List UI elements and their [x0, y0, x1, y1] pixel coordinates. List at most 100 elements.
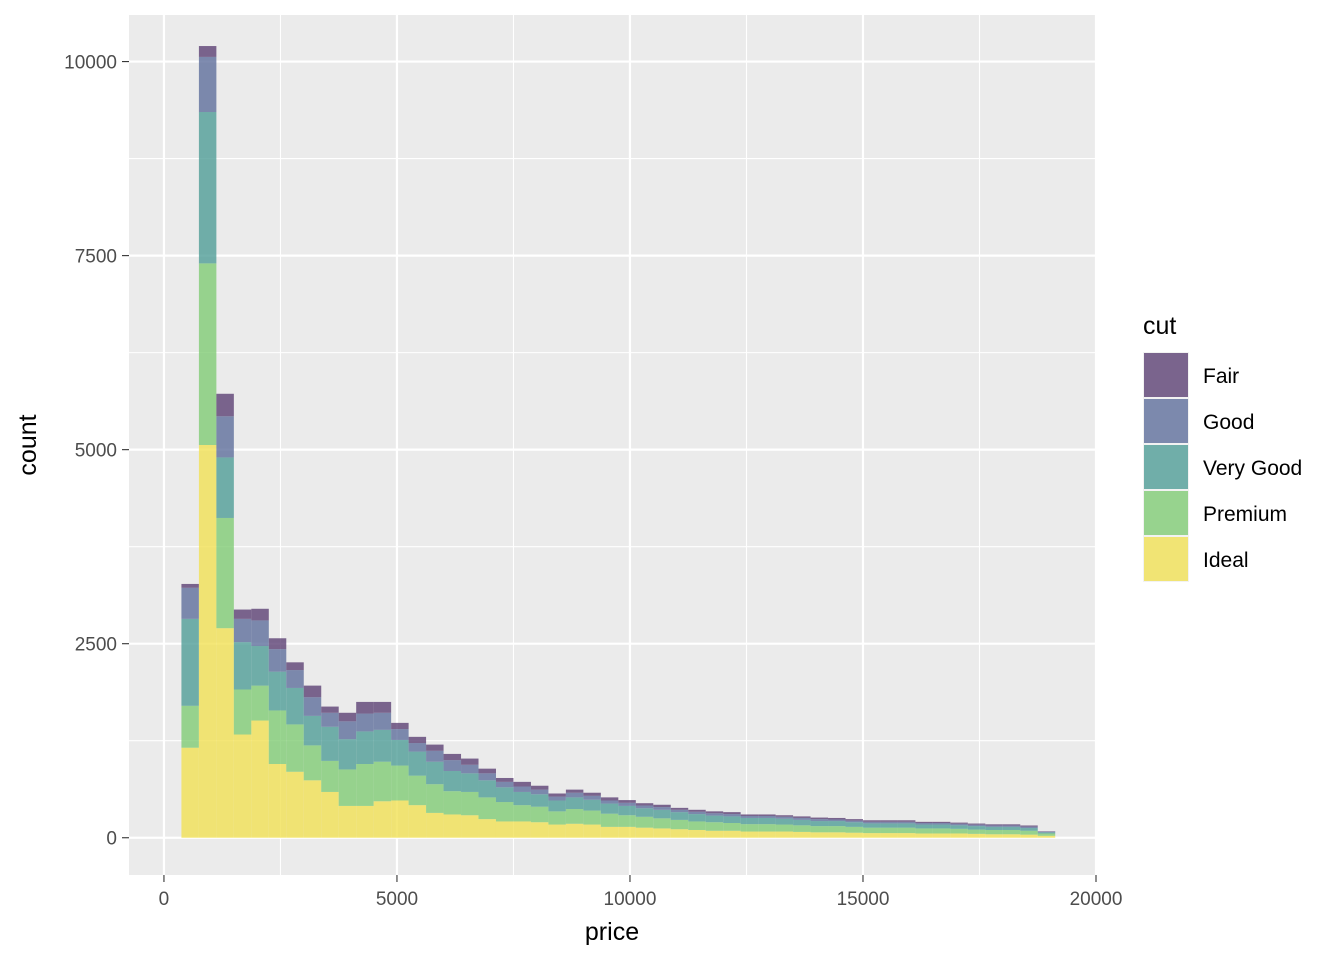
- histogram-bar-good: [600, 800, 619, 804]
- histogram-bar-ideal: [950, 833, 968, 838]
- histogram-bar-fair: [426, 744, 444, 751]
- histogram-bar-fair: [653, 804, 671, 808]
- histogram-bar-ideal: [810, 832, 829, 838]
- histogram-bar-very-good: [775, 818, 794, 825]
- histogram-bar-good: [548, 796, 566, 801]
- histogram-bar-very-good: [583, 799, 601, 811]
- histogram-bar-ideal: [461, 815, 479, 838]
- histogram-bar-very-good: [915, 824, 933, 829]
- histogram-bar-premium: [216, 517, 234, 629]
- histogram-bar-premium: [268, 710, 287, 765]
- histogram-bar-premium: [880, 827, 898, 834]
- histogram-bar-ideal: [740, 831, 759, 838]
- histogram-bar-fair: [670, 807, 689, 810]
- histogram-bar-ideal: [670, 829, 689, 838]
- histogram-bar-good: [618, 802, 636, 806]
- histogram-bar-ideal: [391, 800, 409, 838]
- legend-label-ideal: Ideal: [1203, 549, 1249, 572]
- histogram-bar-fair: [303, 685, 322, 698]
- histogram-bar-very-good: [181, 618, 199, 706]
- histogram-bar-premium: [251, 685, 269, 721]
- histogram-bar-good: [478, 773, 496, 781]
- histogram-bar-fair: [443, 753, 462, 761]
- histogram-bar-fair: [775, 815, 794, 817]
- histogram-bar-ideal: [321, 791, 339, 838]
- y-tick-label: 5000: [75, 441, 117, 462]
- histogram-bar-fair: [618, 800, 636, 803]
- histogram-bar-premium: [758, 824, 776, 832]
- legend-label-good: Good: [1203, 411, 1254, 434]
- histogram-bar-good: [426, 750, 444, 762]
- histogram-bar-good: [810, 819, 829, 822]
- histogram-bar-good: [635, 805, 654, 809]
- histogram-bar-fair: [793, 816, 811, 818]
- histogram-bar-premium: [688, 821, 706, 830]
- histogram-bar-ideal: [618, 826, 636, 838]
- histogram-bar-very-good: [950, 825, 968, 829]
- histogram-bar-good: [880, 821, 898, 824]
- histogram-bar-good: [845, 820, 863, 823]
- histogram-bar-very-good: [478, 780, 496, 798]
- histogram-bar-premium: [495, 802, 514, 822]
- histogram-bar-very-good: [356, 731, 374, 765]
- histogram-bar-ideal: [286, 771, 304, 838]
- histogram-bar-fair: [373, 701, 392, 713]
- legend-swatch-good: [1144, 399, 1188, 443]
- histogram-bar-good: [443, 760, 462, 771]
- histogram-bar-fair: [583, 792, 601, 796]
- histogram-bar-premium: [1002, 829, 1021, 835]
- histogram-bar-premium: [583, 810, 601, 825]
- histogram-bar-premium: [845, 826, 863, 833]
- histogram-bar-ideal: [530, 822, 549, 838]
- x-tick-label: 10000: [604, 889, 657, 910]
- histogram-bar-premium: [321, 760, 339, 792]
- histogram-bar-good: [723, 814, 741, 817]
- histogram-bars: [181, 46, 1056, 838]
- histogram-bar-premium: [705, 822, 724, 831]
- histogram-bar-very-good: [810, 821, 829, 827]
- histogram-bar-premium: [950, 828, 968, 834]
- histogram-bar-ideal: [356, 805, 374, 838]
- histogram-bar-fair: [198, 46, 217, 57]
- histogram-bar-fair: [897, 820, 916, 822]
- histogram-bar-very-good: [513, 791, 531, 806]
- histogram-bar-fair: [233, 609, 252, 619]
- histogram-bar-ideal: [775, 831, 794, 838]
- histogram-bar-very-good: [443, 770, 462, 792]
- histogram-bar-premium: [286, 724, 304, 772]
- histogram-bar-very-good: [880, 823, 898, 828]
- histogram-bar-very-good: [618, 805, 636, 816]
- histogram-bar-ideal: [1020, 834, 1038, 838]
- y-axis-title: count: [14, 414, 42, 475]
- histogram-bar-very-good: [198, 112, 217, 264]
- histogram-bar-good: [950, 823, 968, 826]
- histogram-bar-good: [373, 712, 392, 730]
- histogram-bar-good: [216, 416, 234, 458]
- histogram-bar-very-good: [548, 800, 566, 812]
- histogram-bar-ideal: [478, 819, 496, 838]
- histogram-bar-fair: [1020, 825, 1038, 827]
- histogram-bar-premium: [1020, 830, 1038, 835]
- histogram-bar-good: [688, 811, 706, 815]
- histogram-bar-premium: [932, 828, 951, 834]
- histogram-bar-fair: [513, 781, 531, 787]
- histogram-bar-ideal: [373, 801, 392, 838]
- histogram-bar-good: [828, 819, 846, 822]
- histogram-bar-very-good: [391, 739, 409, 766]
- histogram-bar-premium: [810, 826, 829, 833]
- histogram-bar-fair: [356, 701, 374, 714]
- histogram-bar-fair: [950, 822, 968, 824]
- histogram-bar-good: [251, 620, 269, 647]
- histogram-bar-fair: [216, 393, 234, 417]
- histogram-bar-ideal: [705, 830, 724, 838]
- histogram-bar-good: [583, 795, 601, 800]
- histogram-bar-very-good: [932, 824, 951, 829]
- histogram-bar-fair: [758, 814, 776, 817]
- histogram-bar-very-good: [600, 803, 619, 814]
- histogram-bar-premium: [828, 826, 846, 833]
- histogram-bar-premium: [565, 809, 584, 824]
- histogram-bar-very-good: [1020, 828, 1038, 831]
- histogram-bar-very-good: [408, 751, 427, 776]
- histogram-bar-ideal: [967, 833, 986, 838]
- histogram-bar-ideal: [828, 832, 846, 838]
